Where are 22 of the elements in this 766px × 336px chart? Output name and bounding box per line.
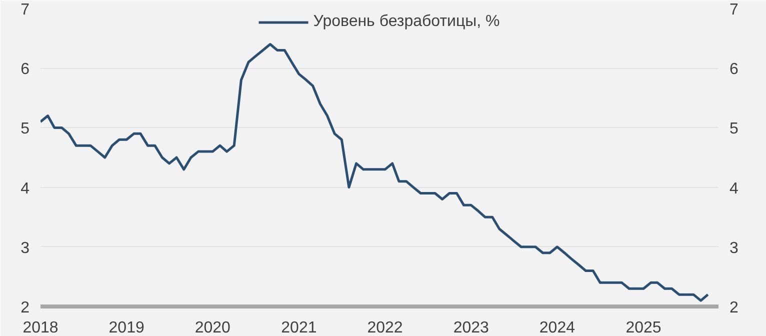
x-tick-label: 2025 (626, 320, 662, 336)
x-tick-label: 2019 (108, 320, 144, 336)
x-tick-label: 2020 (194, 320, 231, 336)
y2-tick-label: 5 (730, 120, 738, 138)
y2-tick-label: 6 (730, 61, 738, 78)
x-tick-label: 2021 (281, 320, 317, 336)
x-tick-label: 2024 (539, 320, 576, 336)
x-tick-label: 2022 (367, 320, 403, 336)
x-tick-label: 2018 (22, 320, 58, 336)
y2-tick-label: 3 (730, 240, 738, 257)
line-series (40, 43, 710, 302)
y-tick-label: 2 (20, 300, 30, 316)
legend-label: Уровень безработицы, % (313, 13, 500, 31)
y-tick-label: 5 (20, 120, 30, 138)
x-tick-label: 2023 (453, 320, 490, 336)
y2-tick-label: 7 (730, 2, 738, 18)
y2-tick-label: 2 (730, 300, 738, 316)
y-tick-label: 6 (20, 61, 30, 78)
y-tick-label: 4 (20, 180, 30, 198)
y-tick-label: 3 (20, 240, 30, 257)
y2-tick-label: 4 (730, 180, 738, 198)
y-tick-label: 7 (20, 2, 30, 18)
